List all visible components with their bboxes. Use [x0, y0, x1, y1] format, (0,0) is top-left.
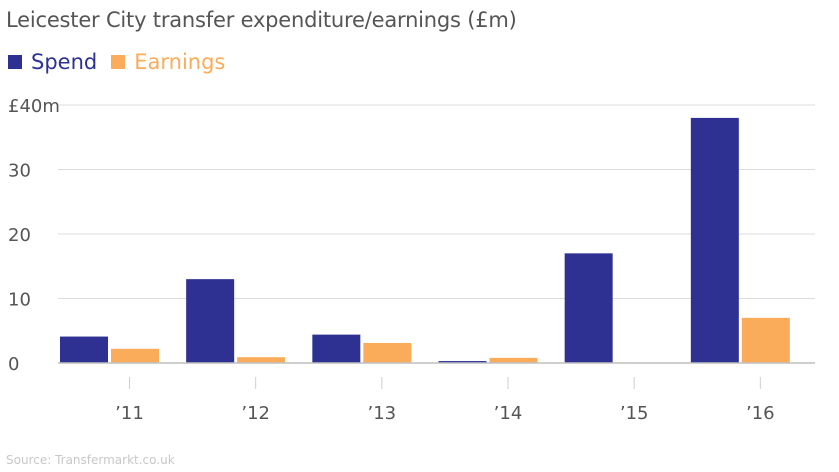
- legend-swatch-earnings: [111, 55, 126, 69]
- legend-item-earnings: Earnings: [111, 50, 225, 74]
- x-tick-label: ’12: [241, 403, 270, 424]
- legend-label-earnings: Earnings: [134, 50, 226, 74]
- x-tick-label: ’15: [620, 403, 649, 424]
- y-tick-label: 10: [8, 290, 31, 311]
- x-tick-label: ’14: [494, 403, 523, 424]
- bar-spend-2: [312, 334, 361, 363]
- legend-swatch-spend: [8, 55, 22, 69]
- bar-spend-4: [564, 253, 613, 363]
- bar-earnings-3: [489, 357, 538, 363]
- chart-title: Leicester City transfer expenditure/earn…: [6, 8, 517, 32]
- legend: Spend Earnings: [8, 50, 239, 74]
- x-tick-label: ’16: [746, 403, 775, 424]
- legend-label-spend: Spend: [31, 50, 98, 74]
- bar-earnings-5: [741, 317, 790, 363]
- y-tick-label: 30: [8, 161, 31, 182]
- legend-item-spend: Spend: [8, 50, 97, 74]
- bar-earnings-2: [363, 343, 412, 363]
- source-note: Source: Transfermarkt.co.uk: [6, 453, 175, 467]
- bar-spend-0: [60, 336, 108, 363]
- y-tick-label: 0: [8, 354, 19, 375]
- x-tick-label: ’13: [368, 403, 397, 424]
- bar-earnings-1: [237, 357, 286, 363]
- x-tick-label: ’11: [115, 403, 144, 424]
- y-tick-label: £40m: [8, 96, 60, 117]
- bar-spend-5: [690, 117, 739, 364]
- bar-spend-1: [186, 279, 235, 363]
- y-tick-label: 20: [8, 225, 31, 246]
- bar-spend-3: [438, 361, 487, 363]
- bar-earnings-0: [111, 348, 159, 363]
